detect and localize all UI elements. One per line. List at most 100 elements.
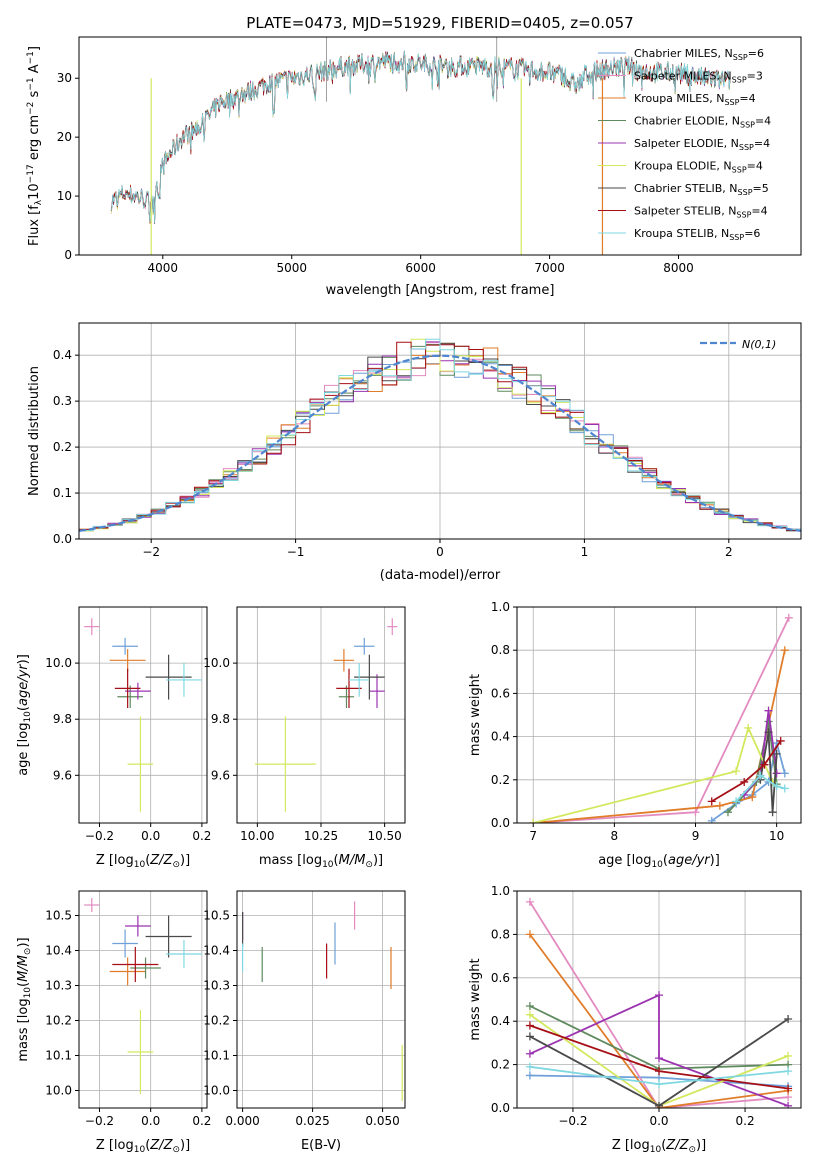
y-tick-label: 10.0 — [45, 1084, 72, 1098]
label-part: 10 — [27, 183, 42, 200]
y-tick-label: 9.6 — [53, 768, 72, 782]
x-tick-label: 0.0 — [141, 1114, 160, 1128]
series-marker — [784, 1051, 793, 1060]
series-marker — [764, 717, 773, 726]
y-axis-label: Normed distribution — [27, 366, 42, 496]
legend-subscript: SSP — [736, 211, 751, 220]
label-part: −17 — [26, 164, 36, 183]
series-marker — [525, 1010, 534, 1019]
series-marker — [715, 801, 724, 810]
x-axis-label: mass [log10(M/M⊙)] — [259, 853, 383, 870]
age-vs-mass-chart: 10.00 10.25 10.50 9.6 9.8 10.0 mass [log10(M/M… — [203, 606, 406, 870]
x-axis-label: Z [log10(Z/Z⊙)] — [96, 1138, 190, 1155]
label-part: ( — [16, 982, 31, 987]
label-part: age/yr — [16, 663, 31, 706]
x-tick-label: 1 — [581, 545, 589, 559]
point-salpeter-miles — [84, 898, 100, 912]
series-marker — [655, 1080, 663, 1089]
series-salpeter-miles — [529, 613, 793, 823]
y-tick-label: 10.2 — [203, 1014, 230, 1028]
label-part: )] — [16, 937, 31, 947]
axes-frame — [236, 606, 406, 824]
label-part: ⊙ — [172, 1145, 180, 1155]
label-part: Z [log — [612, 1138, 650, 1153]
series-salpeter-stelib — [525, 1021, 793, 1093]
series-marker — [780, 784, 789, 793]
series-salpeter-elodie — [525, 991, 793, 1108]
legend-text: =4 — [751, 205, 767, 218]
series-marker — [525, 1032, 534, 1041]
label-part: Z/Z — [149, 1138, 173, 1153]
legend-text: Chabrier MILES, N — [634, 47, 733, 60]
legend-entry-salpeter-elodie: Salpeter ELODIE, NSSP=4 — [634, 137, 770, 152]
y-tick-label: 20 — [57, 130, 72, 144]
series-marker — [776, 736, 785, 745]
series-marker — [772, 769, 781, 778]
label-part: )] — [373, 853, 383, 868]
series-marker — [707, 816, 716, 823]
label-part: ⊙ — [365, 860, 373, 870]
y-tick-label: 10 — [57, 189, 72, 203]
legend-entry-chabrier-elodie: Chabrier ELODIE, NSSP=4 — [634, 115, 771, 130]
legend-text: Kroupa ELODIE, N — [634, 160, 732, 173]
series-marker — [784, 1101, 793, 1108]
label-part: )] — [696, 1138, 706, 1153]
series-line — [711, 740, 782, 803]
axes-frame — [78, 606, 208, 824]
label-part: Z/Z — [665, 1138, 689, 1153]
series-marker — [525, 1002, 534, 1011]
label-part: ⊙ — [688, 1145, 696, 1155]
x-tick-label: −2 — [142, 545, 160, 559]
series-line — [533, 617, 790, 823]
series-marker — [780, 646, 789, 655]
series-marker — [732, 767, 741, 776]
legend-subscript: SSP — [732, 76, 747, 85]
point-chabrier-stelib — [145, 915, 192, 958]
label-part: Z [log — [96, 1138, 134, 1153]
y-tick-label: 0.2 — [53, 440, 72, 454]
y-tick-label: 10.1 — [45, 1049, 72, 1063]
legend-entry-normal: N(0,1) — [742, 338, 776, 351]
y-tick-label: 10.0 — [203, 1084, 230, 1098]
y-tick-label: 10.5 — [45, 909, 72, 923]
point-kroupa-miles — [109, 957, 146, 986]
y-tick-label: 0.3 — [53, 394, 72, 408]
label-part: 10 — [651, 860, 663, 870]
label-part: age [log — [598, 853, 651, 868]
y-tick-label: 10.1 — [203, 1049, 230, 1063]
x-axis-label: E(B-V) — [301, 1138, 341, 1153]
label-part: ( — [334, 853, 339, 868]
x-tick-label: 8 — [611, 829, 619, 843]
label-part: )] — [180, 1138, 190, 1153]
y-tick-label: 0 — [64, 248, 72, 262]
y-tick-label: 9.6 — [211, 768, 230, 782]
series-marker — [784, 1067, 793, 1076]
point-chabrier-miles — [112, 637, 138, 655]
series-marker — [744, 723, 753, 732]
x-tick-label: −0.2 — [558, 1114, 587, 1128]
legend-text: Kroupa MILES, N — [634, 92, 724, 105]
label-part: M/M — [16, 955, 31, 982]
point-chabrier-elodie — [338, 685, 355, 708]
label-part: Z [log — [96, 853, 134, 868]
series-marker — [525, 1062, 534, 1071]
point-kroupa-stelib — [349, 663, 370, 697]
y-tick-label: 9.8 — [53, 712, 72, 726]
age-vs-metallicity-chart: −0.2 0.0 0.29.69.810.0Z [log10(Z/Z⊙)]age [… — [16, 606, 211, 870]
spectrum-line-kroupa-stelib — [110, 50, 731, 224]
y-tick-label: 0.0 — [491, 816, 510, 830]
series-line — [529, 933, 789, 1108]
series-marker — [691, 808, 700, 817]
point-chabrier-miles — [354, 637, 375, 655]
label-part: Z/Z — [149, 853, 173, 868]
spectrum-chart: 4000 5000 6000 7000 8000 0 10 20 30 wavelength [A… — [26, 36, 802, 298]
legend-subscript: SSP — [724, 98, 739, 107]
series-marker — [748, 793, 757, 802]
series-marker — [655, 1067, 663, 1076]
series-marker — [529, 819, 538, 823]
y-tick-label: 0.4 — [491, 730, 510, 744]
x-tick-label: 0.0 — [649, 1114, 668, 1128]
label-part: 10 — [650, 1145, 662, 1155]
